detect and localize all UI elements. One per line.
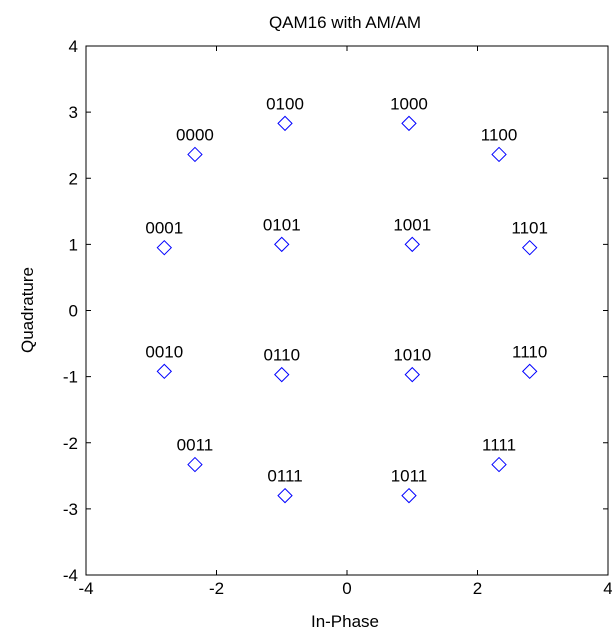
data-point-label: 0001 xyxy=(145,219,183,238)
data-point-marker xyxy=(491,146,507,163)
y-tick-label: 0 xyxy=(69,302,78,321)
y-tick-label: -4 xyxy=(63,566,78,585)
data-point-marker xyxy=(401,115,417,132)
data-point-marker xyxy=(274,366,290,383)
data-point-label: 0010 xyxy=(145,342,183,361)
data-point-marker xyxy=(521,363,538,380)
data-point-label: 0101 xyxy=(263,215,301,234)
y-axis-label: Quadrature xyxy=(18,267,37,353)
x-tick-label: -4 xyxy=(78,579,93,598)
y-tick-label: 3 xyxy=(69,103,78,122)
data-point-label: 1100 xyxy=(481,125,518,144)
y-tick-label: 4 xyxy=(69,37,78,56)
x-tick-label: 2 xyxy=(473,579,482,598)
y-tick-label: 2 xyxy=(69,169,78,188)
data-point-marker xyxy=(401,487,417,504)
data-point-marker xyxy=(277,115,293,132)
data-point-label: 1011 xyxy=(391,467,428,486)
y-tick-label: -1 xyxy=(63,368,78,387)
data-point-marker xyxy=(404,366,420,383)
data-point-marker xyxy=(187,456,203,473)
data-point-label: 0000 xyxy=(176,125,214,144)
x-tick-label: 4 xyxy=(603,579,612,598)
plot-area xyxy=(85,45,609,576)
data-point-label: 1001 xyxy=(393,215,431,234)
data-point-label: 0111 xyxy=(267,467,302,486)
y-tick-label: -2 xyxy=(63,434,78,453)
data-point-marker xyxy=(156,363,173,380)
axis-ticks: -4 -2 0 2 4 -4 -3 -2 -1 0 1 2 3 4 xyxy=(63,37,612,598)
x-tick-label: 0 xyxy=(342,579,351,598)
data-point-marker xyxy=(404,236,420,253)
y-tick-label: -3 xyxy=(63,500,78,519)
data-point-label: 1101 xyxy=(511,219,548,238)
data-points: 0000 0001 0010 0011 0100 0101 0110 0111 1000 1001… xyxy=(145,94,548,504)
data-point-marker xyxy=(187,146,203,163)
x-tick-label: -2 xyxy=(209,579,224,598)
chart-title: QAM16 with AM/AM xyxy=(269,13,421,32)
data-point-marker xyxy=(156,239,173,256)
data-point-marker xyxy=(277,487,293,504)
data-point-marker xyxy=(491,456,507,473)
data-point-label: 0011 xyxy=(177,436,214,455)
data-point-label: 1000 xyxy=(390,94,428,113)
data-point-label: 1110 xyxy=(512,342,547,361)
y-tick-label: 1 xyxy=(69,235,78,254)
data-point-label: 0110 xyxy=(263,346,300,365)
data-point-label: 1010 xyxy=(393,346,431,365)
data-point-label: 1111 xyxy=(482,436,516,455)
x-axis-label: In-Phase xyxy=(311,612,379,631)
data-point-label: 0100 xyxy=(266,94,304,113)
data-point-marker xyxy=(521,239,538,256)
data-point-marker xyxy=(274,236,290,253)
